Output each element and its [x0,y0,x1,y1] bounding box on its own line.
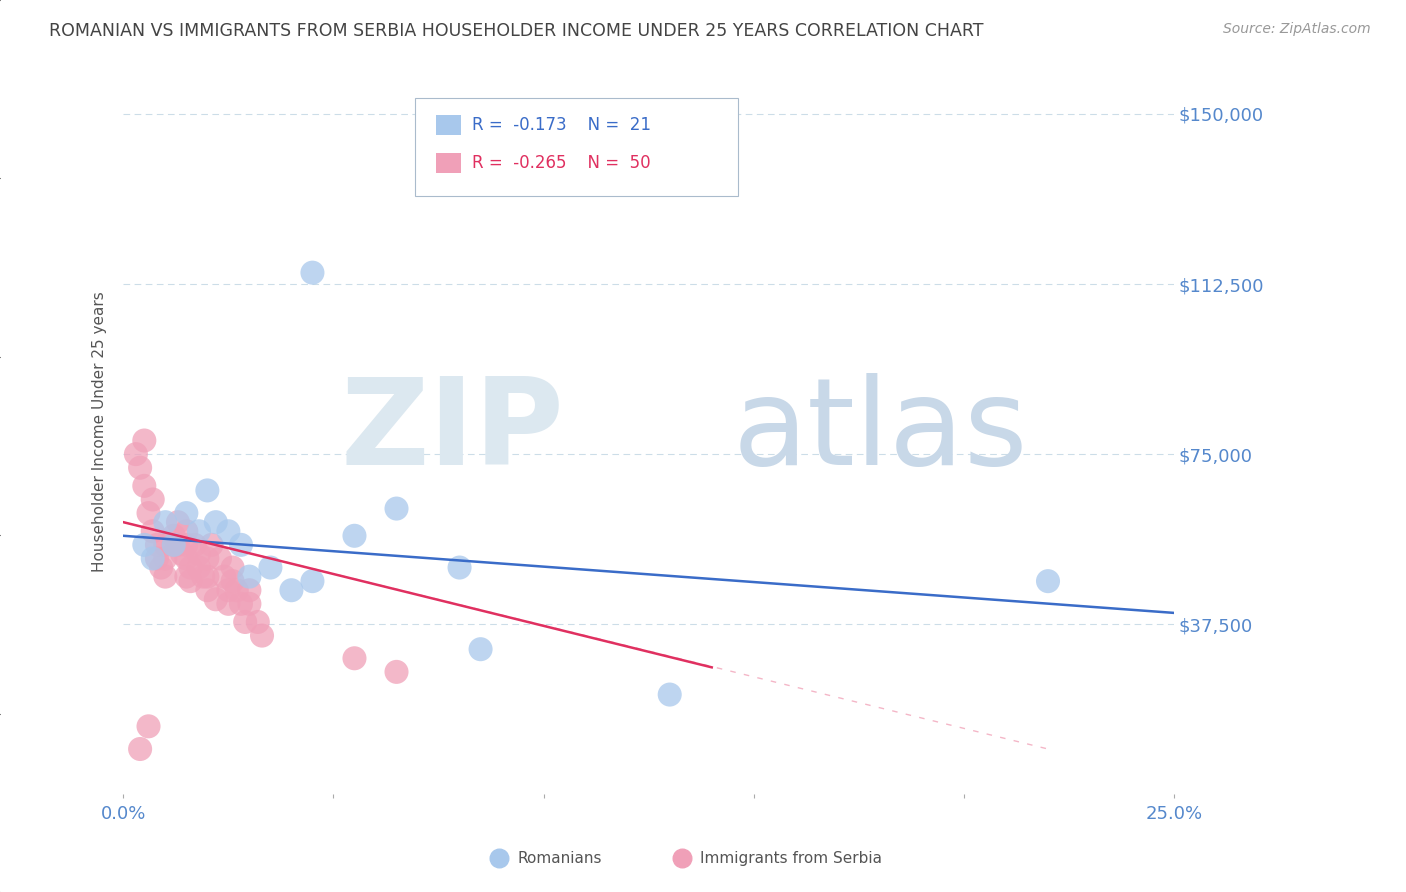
Point [217,583,239,598]
Point [671,851,693,865]
Point [208,551,231,566]
Point [229,538,252,552]
Point [138,506,160,520]
Point [343,529,366,543]
Point [188,524,211,539]
Point [142,551,165,566]
Text: R =  -0.265    N =  50: R = -0.265 N = 50 [472,154,651,172]
Point [470,642,492,657]
Point [301,574,323,589]
Point [155,569,177,583]
Point [142,492,165,507]
Point [233,615,256,629]
Point [155,515,177,529]
Point [167,515,190,529]
Point [238,569,260,583]
Point [129,742,152,756]
Point [188,560,211,574]
Point [134,479,156,493]
Point [217,597,239,611]
Point [195,483,218,498]
Text: R =  -0.173    N =  21: R = -0.173 N = 21 [472,116,651,134]
Text: atlas: atlas [733,373,1028,490]
Point [238,597,260,611]
Point [146,551,169,566]
Point [134,434,156,448]
Point [204,592,226,607]
Point [195,583,218,598]
Point [176,538,198,552]
Point [225,583,247,598]
Y-axis label: Householder Income Under 25 years: Householder Income Under 25 years [93,291,107,572]
Point [229,597,252,611]
Point [217,524,239,539]
Point [176,569,198,583]
Point [163,529,186,543]
Text: ROMANIAN VS IMMIGRANTS FROM SERBIA HOUSEHOLDER INCOME UNDER 25 YEARS CORRELATION: ROMANIAN VS IMMIGRANTS FROM SERBIA HOUSE… [49,22,984,40]
Point [163,538,186,552]
Point [195,569,218,583]
Point [259,560,281,574]
Point [200,538,222,552]
Point [176,524,198,539]
Point [142,524,165,539]
Text: Romanians: Romanians [517,851,602,865]
Point [125,447,148,461]
Point [246,615,269,629]
Point [301,266,323,280]
Point [385,665,408,679]
Point [163,538,186,552]
Point [385,501,408,516]
Point [188,547,211,561]
Point [155,538,177,552]
Point [280,583,302,598]
Point [176,506,198,520]
Point [212,569,235,583]
Point [1036,574,1059,589]
Point [167,538,190,552]
Point [176,551,198,566]
Point [129,460,152,475]
Point [658,688,681,702]
Point [134,538,156,552]
Point [238,583,260,598]
Point [221,574,243,589]
Point [191,569,214,583]
Point [180,560,202,574]
Point [488,851,510,865]
Point [343,651,366,665]
Text: Source: ZipAtlas.com: Source: ZipAtlas.com [1223,22,1371,37]
Point [449,560,471,574]
Point [150,560,173,574]
Point [221,560,243,574]
Point [172,547,194,561]
Text: Immigrants from Serbia: Immigrants from Serbia [700,851,882,865]
Point [155,551,177,566]
Point [180,574,202,589]
Text: ZIP: ZIP [340,373,565,490]
Point [184,538,207,552]
Point [146,538,169,552]
Point [195,551,218,566]
Point [250,629,273,643]
Point [138,719,160,733]
Point [204,515,226,529]
